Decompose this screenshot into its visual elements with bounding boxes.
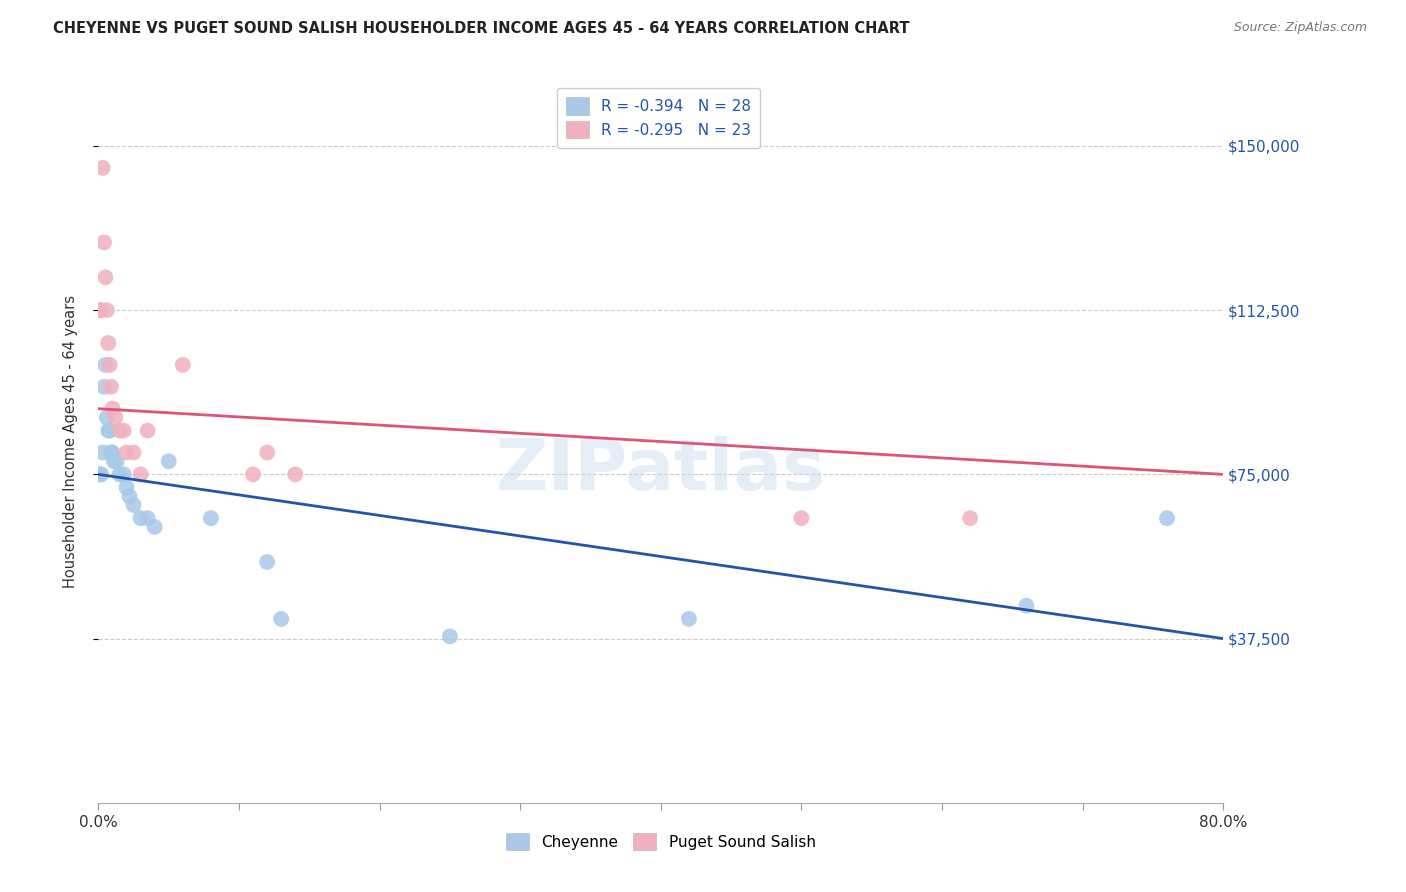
Point [101,445,124,459]
Y-axis label: Householder Income Ages 45 - 64 years: Householder Income Ages 45 - 64 years [63,295,77,588]
Point [1015,599,1038,613]
Point [678,612,700,626]
Point [790,511,813,525]
Point [115,481,138,495]
Point [118,489,141,503]
Point [157,454,180,468]
Point [103,454,125,468]
Text: CHEYENNE VS PUGET SOUND SALISH HOUSEHOLDER INCOME AGES 45 - 64 YEARS CORRELATION: CHEYENNE VS PUGET SOUND SALISH HOUSEHOLD… [53,21,910,37]
Point [112,467,135,482]
Point [91,161,114,175]
Point [1156,511,1178,525]
Point [94,358,117,372]
Point [242,467,264,482]
Point [122,445,145,459]
Point [93,380,115,394]
Legend: Cheyenne, Puget Sound Salish: Cheyenne, Puget Sound Salish [501,827,821,856]
Text: Source: ZipAtlas.com: Source: ZipAtlas.com [1233,21,1367,35]
Point [129,511,152,525]
Point [200,511,222,525]
Point [101,401,124,416]
Point [91,445,114,459]
Point [93,235,115,250]
Point [108,424,131,438]
Point [97,336,120,351]
Text: ZIPatlas: ZIPatlas [496,436,825,505]
Point [270,612,292,626]
Point [284,467,307,482]
Point [100,380,122,394]
Point [104,410,127,425]
Point [256,555,278,569]
Point [122,498,145,512]
Point [115,445,138,459]
Point [143,520,166,534]
Point [97,424,120,438]
Point [98,424,121,438]
Point [90,467,112,482]
Point [136,511,159,525]
Point [136,424,159,438]
Point [89,303,111,318]
Point [94,270,117,285]
Point [959,511,981,525]
Point [96,410,118,425]
Point [105,454,128,468]
Point [100,445,122,459]
Point [129,467,152,482]
Point [90,303,112,318]
Point [108,467,131,482]
Point [98,358,121,372]
Point [256,445,278,459]
Point [112,424,135,438]
Point [172,358,194,372]
Point [439,629,461,643]
Point [89,467,111,482]
Point [96,303,118,318]
